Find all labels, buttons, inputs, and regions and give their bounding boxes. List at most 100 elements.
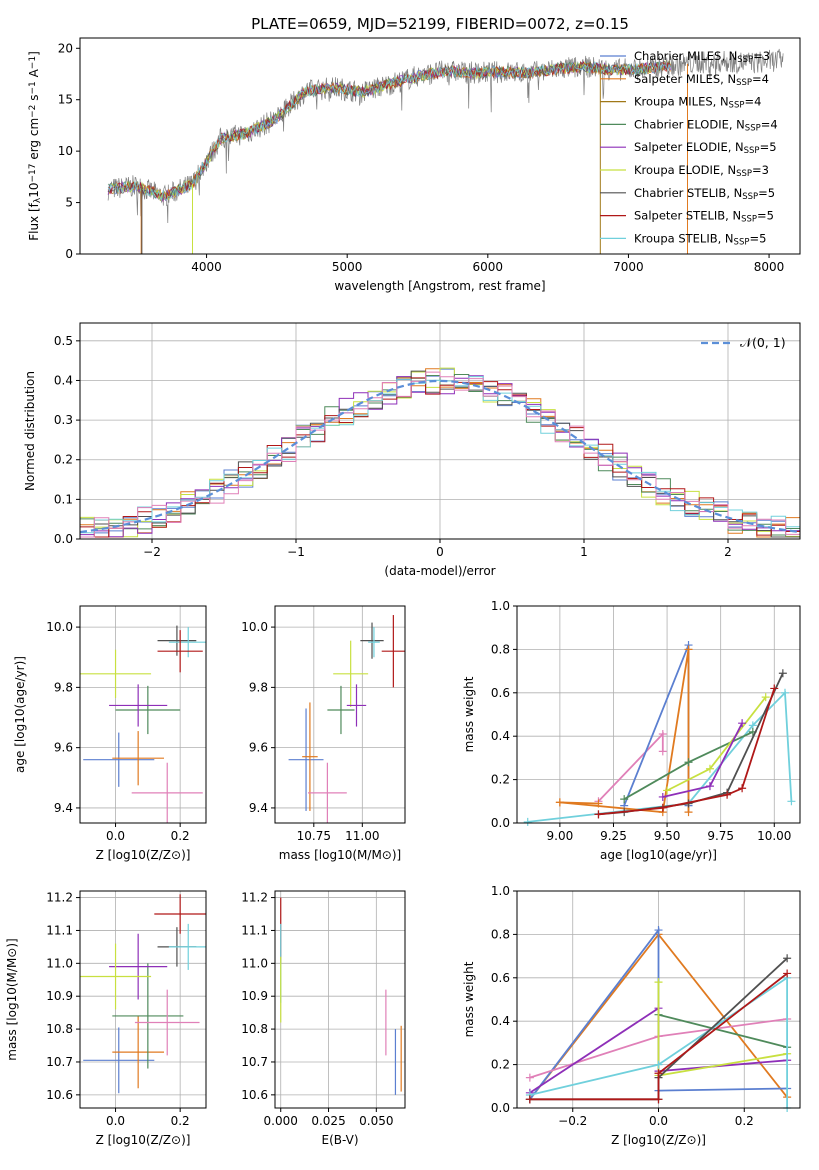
weight_vs_age-series [523,641,796,826]
age_vs_Z-xlabel: Z [log10(Z/Z⊙)] [96,848,191,862]
weight_vs_age-marker [780,688,789,697]
age_vs_mass-xtick-label: 10.75 [297,829,331,843]
residuals-ylabel: Normed distribution [23,371,37,491]
spectrum-xtick-label: 5000 [332,260,363,274]
spectrum-legend-part: SSP [729,101,745,111]
weight_vs_Z-marker [654,1060,663,1069]
weight_vs_Z-ytick-label: 0.2 [491,1058,510,1072]
weight_vs_Z-xtick-label: 0.0 [649,1114,668,1128]
spectrum-legend-part: Salpeter ELODIE, N [634,140,744,154]
spectrum-ylabel-part: erg cm [27,118,41,164]
weight_vs_Z-ytick-label: 0.6 [491,971,510,985]
spectrum-legend-part: =5 [760,140,777,154]
spectrum-ylabel-part: 10 [27,183,41,198]
age_vs_mass-xlabel: mass [log10(M/M⊙)] [279,848,401,862]
spectrum-ylabel-part: ] [27,51,41,56]
age_vs_mass-xtick-label: 11.00 [345,829,379,843]
weight_vs_Z-ytick-label: 0.4 [491,1014,510,1028]
spectrum-legend-label: Kroupa MILES, NSSP=4 [634,95,761,111]
weight_vs_age-ytick-label: 0.2 [491,773,510,787]
residuals-xtick-label: −2 [143,545,161,559]
weight_vs_age-marker [738,784,747,793]
age_vs_mass-ytick-label: 9.4 [249,801,268,815]
mass_vs_EBV-ytick-label: 10.9 [241,989,268,1003]
weight_vs_age-ytick-label: 0.4 [491,729,510,743]
mass_vs_Z-panel: 0.0 0.2 10.6 10.7 10.8 10.9 11.0 11.1 11.2 Z [log… [5,890,207,1147]
weight_vs_Z-panel: −0.2 0.0 0.2 0.0 0.2 0.4 0.6 0.8 1.0 Z [log10(Z/Z… [462,884,801,1147]
spectrum-xtick-label: 7000 [613,260,644,274]
mass_vs_Z-ytick-label: 10.9 [46,989,73,1003]
weight_vs_age-marker [594,799,603,808]
figure-title: PLATE=0659, MJD=52199, FIBERID=0072, z=0… [251,15,629,33]
spectrum-ytick-label: 0 [65,247,73,261]
spectrum-legend-part: =4 [752,72,769,86]
spectrum-legend-part: =4 [744,95,761,109]
weight_vs_age-marker [658,792,667,801]
spectrum-legend-part: SSP [734,238,750,248]
spectrum-ytick-label: 20 [58,41,73,55]
age_vs_Z-frame [79,605,207,824]
spectrum-legend-part: Kroupa MILES, N [634,95,729,109]
weight_vs_Z-ytick-label: 1.0 [491,884,510,898]
residuals-histograms [80,367,800,538]
mass_vs_EBV-panel: 0.000 0.025 0.050 10.6 10.7 10.8 10.9 11.0 11.1 1… [241,890,406,1147]
residuals-xtick-label: 0 [436,545,444,559]
weight_vs_age-xtick-label: 9.50 [654,829,681,843]
weight_vs_age-marker [684,758,693,767]
weight_vs_Z-line-kroupa_stelib [529,976,788,1108]
mass_vs_EBV-ytick-label: 10.6 [241,1088,268,1102]
mass_vs_EBV-ytick-label: 11.0 [241,956,268,970]
weight_vs_age-ytick-label: 0.8 [491,642,510,656]
weight_vs_Z-marker [654,978,663,987]
weight_vs_age-panel: 9.00 9.25 9.50 9.75 10.00 0.0 0.2 0.4 0.6 0.8 1.0 a… [462,599,801,862]
residuals-xtick-label: 1 [580,545,588,559]
residuals-ytick-label: 0.0 [54,532,73,546]
spectrum-ylabel-part: −17 [28,164,38,183]
weight_vs_age-xtick-label: 9.75 [707,829,734,843]
residuals-ytick-label: 0.2 [54,453,73,467]
weight_vs_age-marker [738,719,747,728]
age_vs_Z-ytick-label: 9.4 [54,801,73,815]
age_vs_mass-ytick-label: 10.0 [241,620,268,634]
spectrum-legend-label: Kroupa ELODIE, NSSP=3 [634,163,769,179]
residuals-hist-chabrier_stelib [80,370,800,538]
residuals-xtick-label: 2 [724,545,732,559]
weight_vs_age-marker [778,669,787,678]
spectrum-legend-label: Chabrier STELIB, NSSP=5 [634,186,775,202]
weight_vs_age-ytick-label: 0.6 [491,686,510,700]
spectrum-legend-part: Chabrier ELODIE, N [634,117,745,131]
weight_vs_age-marker [705,764,714,773]
age_vs_Z-ytick-label: 9.6 [54,741,73,755]
spectrum-xlabel: wavelength [Angstrom, rest frame] [334,279,545,293]
spectrum-legend-part: Chabrier MILES, N [634,49,737,63]
mass_vs_EBV-ytick-label: 10.8 [241,1022,268,1036]
spectrum-legend-part: SSP [741,215,757,225]
mass_vs_EBV-xtick-label: 0.025 [311,1114,345,1128]
residuals-xlabel: (data-model)/error [384,564,495,578]
weight_vs_age-frame [516,605,801,824]
weight_vs_Z-marker [783,969,792,978]
residuals-gaussian-line [80,379,800,534]
residuals-grid [80,323,800,540]
weight_vs_Z-ytick-label: 0.8 [491,927,510,941]
spectrum-legend-part: SSP [745,124,761,134]
spectrum-panel: 4000 5000 6000 7000 8000 0 5 10 15 20 wavelength [… [27,37,801,293]
weight_vs_age-ytick-label: 0.0 [491,816,510,830]
residuals-xtick-label: −1 [287,545,305,559]
spectrum-legend-part: SSP [737,55,753,65]
spectrum-xtick-label: 6000 [473,260,504,274]
residuals-ytick-label: 0.3 [54,413,73,427]
weight_vs_age-marker [684,808,693,817]
weight_vs_age-xtick-label: 9.00 [547,829,574,843]
spectrum-legend-label: Salpeter STELIB, NSSP=5 [634,209,774,225]
age_vs_mass-points [288,615,405,823]
age_vs_mass-panel: 10.75 11.00 9.4 9.6 9.8 10.0 mass [log10(M/M⊙)… [241,605,406,862]
weight_vs_age-ytick-label: 1.0 [491,599,510,613]
mass_vs_EBV-ytick-label: 11.2 [241,891,268,905]
mass_vs_Z-ytick-label: 10.7 [46,1055,73,1069]
weight_vs_age-xlabel: age [log10(age/yr)] [600,848,717,862]
spectrum-ylabel-part: λ [33,197,43,203]
spectrum-legend-part: Chabrier STELIB, N [634,186,742,200]
